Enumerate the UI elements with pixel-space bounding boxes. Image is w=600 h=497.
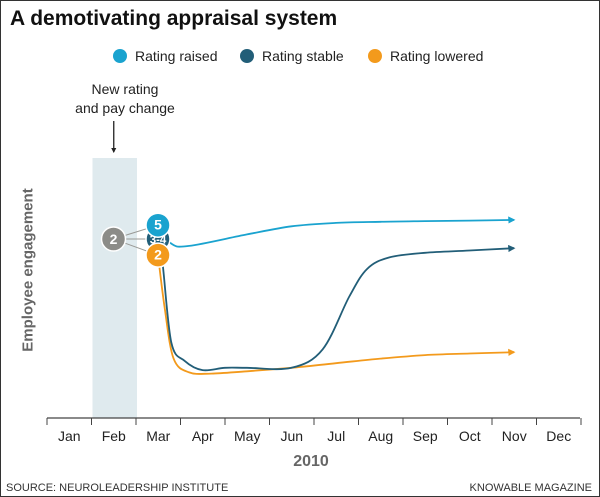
x-tick-label: Jul xyxy=(327,428,346,444)
branch-marker-label-rating-raised: 5 xyxy=(154,217,162,233)
legend-item-rating-raised: Rating raised xyxy=(113,44,218,68)
series-line-rating-raised xyxy=(157,216,516,248)
annotation-line-1: New rating xyxy=(91,81,159,97)
legend-swatch-rating-raised xyxy=(113,49,127,63)
branch-marker-label-rating-lowered: 2 xyxy=(154,247,162,263)
x-tick-label: Mar xyxy=(146,428,171,444)
x-tick-label: Jan xyxy=(57,428,81,444)
x-tick-label: Apr xyxy=(191,428,214,444)
highlight-band xyxy=(92,158,137,418)
annotation-line-2: and pay change xyxy=(75,100,175,116)
x-tick-label: Nov xyxy=(501,428,527,444)
x-tick-label: Aug xyxy=(368,428,394,444)
x-tick-label: Sep xyxy=(412,428,438,444)
legend-swatch-rating-lowered xyxy=(368,49,382,63)
x-tick-label: Oct xyxy=(458,428,481,444)
series-line-rating-lowered xyxy=(157,254,516,375)
series-line-rating-stable xyxy=(157,238,516,372)
legend-label-rating-lowered: Rating lowered xyxy=(390,48,484,64)
legend-swatch-rating-stable xyxy=(240,49,254,63)
x-axis-label: 2010 xyxy=(293,453,329,470)
x-tick-label: May xyxy=(234,428,261,444)
legend-item-rating-stable: Rating stable xyxy=(240,44,344,68)
annotation: New rating and pay change xyxy=(70,80,180,118)
legend-label-rating-raised: Rating raised xyxy=(135,48,218,64)
legend: Rating raised Rating stable Rating lower… xyxy=(0,44,600,68)
branch-marker-rating-raised xyxy=(145,212,171,238)
x-tick-label: Dec xyxy=(546,428,572,444)
legend-label-rating-stable: Rating stable xyxy=(262,48,344,64)
start-marker-label: 2 xyxy=(110,231,118,247)
x-tick-label: Feb xyxy=(101,428,126,444)
branch-marker-rating-lowered xyxy=(145,242,171,268)
y-axis-label: Employee engagement xyxy=(19,188,37,352)
x-tick-label: Jun xyxy=(280,428,304,444)
start-marker xyxy=(100,226,127,252)
source-note: SOURCE: NEUROLEADERSHIP INSTITUTE xyxy=(6,482,229,494)
credit-note: KNOWABLE MAGAZINE xyxy=(469,482,592,494)
legend-item-rating-lowered: Rating lowered xyxy=(368,44,483,68)
chart-title: A demotivating appraisal system xyxy=(10,7,338,30)
